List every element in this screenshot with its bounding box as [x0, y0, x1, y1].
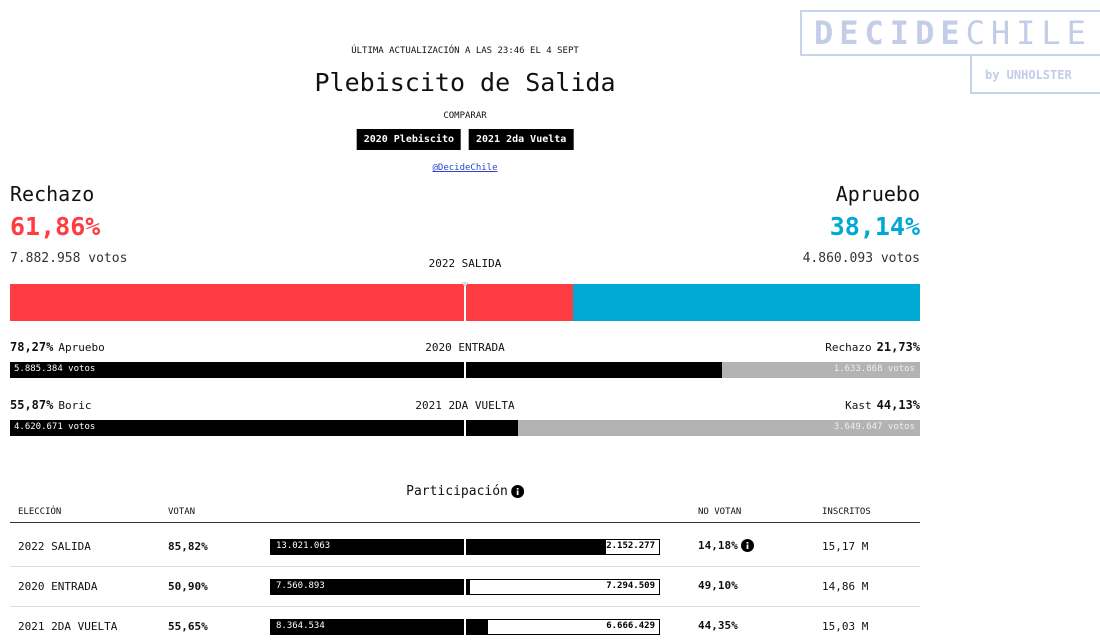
info-icon-svg [740, 539, 754, 552]
left-result: 55,87% Boric [10, 398, 91, 412]
column-header: NO VOTAN [698, 507, 742, 517]
logo-chile: CHILE [965, 14, 1092, 52]
buttons: 2020 Plebiscito 2021 2da Vuelta [356, 129, 574, 150]
no-votan: 49,10% [698, 579, 738, 592]
left-votes: 5.885.384 votos [14, 364, 96, 374]
voters-bar [270, 619, 488, 635]
voters-bar [270, 579, 469, 595]
logo-by-box [970, 54, 1100, 94]
election: 2021 2DA VUELTA [18, 620, 118, 633]
center-marker [461, 282, 469, 287]
left-votes: 4.620.671 votos [14, 422, 96, 432]
twitter-link[interactable]: @DecideChile [432, 163, 498, 173]
left-bar [10, 362, 723, 378]
logo: DECIDECHILE by UNHOLSTER [800, 10, 1100, 95]
no-votan-text: 14,18% [698, 539, 738, 552]
non-voters-bar [468, 579, 660, 595]
left-bar [10, 420, 519, 436]
right-result: Kast 44,13% [845, 398, 920, 412]
comparison-label: 2020 ENTRADA [425, 341, 505, 354]
center-line [464, 420, 466, 436]
logo-text: DECIDECHILE [814, 14, 1092, 52]
main-label: 2022 SALIDA [428, 257, 502, 270]
right-bar [572, 284, 920, 321]
center-line [464, 362, 466, 378]
votan: 85,82% [168, 540, 208, 553]
comparison-bar: 4.620.671 votos 3.649.647 votos [10, 420, 920, 436]
comparison-bar: 5.885.384 votos 1.633.868 votos [10, 362, 920, 378]
row-rule [10, 566, 920, 567]
right-pct: 38,14% [829, 212, 920, 241]
center-line [464, 619, 466, 635]
right-bar [722, 362, 920, 378]
column-header: ELECCIÓN [18, 507, 62, 517]
inscritos: 15,17 M [822, 540, 869, 553]
center-line [464, 539, 466, 555]
center-line [464, 284, 466, 321]
right-votes: 3.649.647 votos [833, 422, 915, 432]
info-icon-svg [510, 485, 524, 498]
voters: 7.560.893 [276, 581, 325, 591]
inscritos: 14,86 M [822, 580, 869, 593]
right-pct: 44,13% [876, 398, 920, 412]
participation-title-text: Participación [406, 484, 508, 499]
no-votan: 44,35% [698, 619, 738, 632]
main-bar [10, 282, 920, 321]
info-icon[interactable] [740, 539, 754, 552]
compare-button[interactable]: 2020 Plebiscito [356, 129, 461, 150]
right-votes: 1.633.868 votos [833, 364, 915, 374]
left-pct: 78,27% [10, 340, 54, 354]
non-voters: 6.666.429 [606, 621, 655, 631]
logo-decide: DECIDE [814, 14, 966, 52]
no-votan-text: 44,35% [698, 619, 738, 632]
left-pct: 61,86% [10, 212, 101, 241]
right-pct: 21,73% [876, 340, 920, 354]
no-votan: 14,18% [698, 539, 754, 552]
left-name: Boric [58, 399, 92, 412]
left-votes: 7.882.958 votos [10, 251, 128, 266]
left-name: Rechazo [10, 182, 95, 206]
election: 2020 ENTRADA [18, 580, 98, 593]
comparison-label: 2021 2DA VUELTA [415, 399, 515, 412]
compare-button[interactable]: 2021 2da Vuelta [469, 129, 574, 150]
participation-bar: 7.560.893 7.294.509 [270, 579, 660, 595]
column-header: VOTAN [168, 507, 196, 517]
center-line [464, 579, 466, 595]
non-voters-bar [487, 619, 660, 635]
left-name: Apruebo [58, 341, 105, 354]
right-votes: 4.860.093 votos [802, 251, 920, 266]
row-rule [10, 606, 920, 607]
non-voters: 2.152.277 [606, 541, 655, 551]
left-result: 78,27% Apruebo [10, 340, 105, 354]
compare-label: COMPARAR [443, 111, 487, 121]
left-pct: 55,87% [10, 398, 54, 412]
right-bar [518, 420, 920, 436]
non-voters: 7.294.509 [606, 581, 655, 591]
logo-box [800, 10, 1100, 56]
right-name: Apruebo [835, 182, 920, 206]
voters: 8.364.534 [276, 621, 325, 631]
right-result: Rechazo 21,73% [825, 340, 920, 354]
header-rule [10, 522, 920, 523]
title: Plebiscito de Salida [314, 68, 616, 97]
updated: ÚLTIMA ACTUALIZACIÓN A LAS 23:46 EL 4 SE… [351, 46, 579, 56]
votan: 50,90% [168, 580, 208, 593]
info-icon[interactable] [510, 485, 524, 498]
right-name: Kast [845, 399, 872, 412]
logo-by: by UNHOLSTER [985, 68, 1072, 82]
column-header: INSCRITOS [822, 507, 871, 517]
participation-bar: 13.021.063 2.152.277 [270, 539, 660, 555]
voters: 13.021.063 [276, 541, 331, 551]
participation-title: Participación [406, 484, 524, 499]
inscritos: 15,03 M [822, 620, 869, 633]
non-voters-bar [604, 539, 660, 555]
no-votan-text: 49,10% [698, 579, 738, 592]
right-name: Rechazo [825, 341, 872, 354]
election: 2022 SALIDA [18, 540, 91, 553]
voters-bar [270, 539, 605, 555]
votan: 55,65% [168, 620, 208, 633]
participation-bar: 8.364.534 6.666.429 [270, 619, 660, 635]
left-bar [10, 284, 573, 321]
